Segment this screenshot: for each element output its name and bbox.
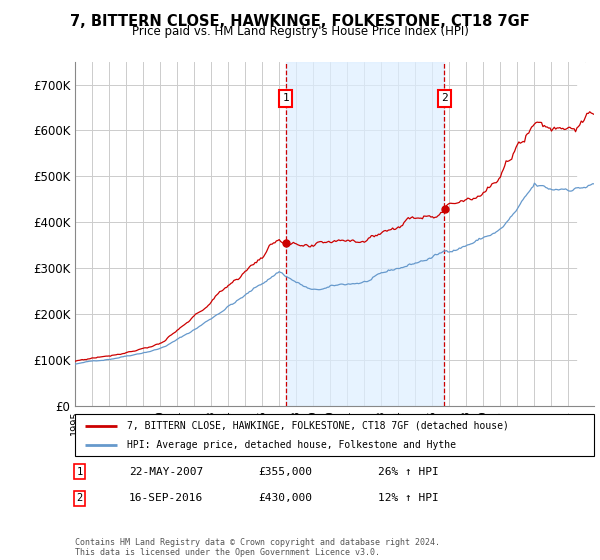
Text: 22-MAY-2007: 22-MAY-2007 (129, 466, 203, 477)
FancyBboxPatch shape (75, 414, 594, 456)
Text: 2: 2 (77, 493, 83, 503)
Text: 1: 1 (77, 466, 83, 477)
Bar (577, 62, 594, 406)
Text: 2: 2 (441, 94, 448, 104)
Text: 7, BITTERN CLOSE, HAWKINGE, FOLKESTONE, CT18 7GF: 7, BITTERN CLOSE, HAWKINGE, FOLKESTONE, … (70, 14, 530, 29)
Text: 1: 1 (282, 94, 289, 104)
Text: 26% ↑ HPI: 26% ↑ HPI (378, 466, 439, 477)
Text: HPI: Average price, detached house, Folkestone and Hythe: HPI: Average price, detached house, Folk… (127, 440, 456, 450)
Text: Contains HM Land Registry data © Crown copyright and database right 2024.
This d: Contains HM Land Registry data © Crown c… (75, 538, 440, 557)
Text: 12% ↑ HPI: 12% ↑ HPI (378, 493, 439, 503)
Text: Price paid vs. HM Land Registry's House Price Index (HPI): Price paid vs. HM Land Registry's House … (131, 25, 469, 38)
Text: £430,000: £430,000 (258, 493, 312, 503)
Text: 16-SEP-2016: 16-SEP-2016 (129, 493, 203, 503)
Text: 7, BITTERN CLOSE, HAWKINGE, FOLKESTONE, CT18 7GF (detached house): 7, BITTERN CLOSE, HAWKINGE, FOLKESTONE, … (127, 421, 509, 431)
Bar (286, 62, 445, 406)
Text: £355,000: £355,000 (258, 466, 312, 477)
